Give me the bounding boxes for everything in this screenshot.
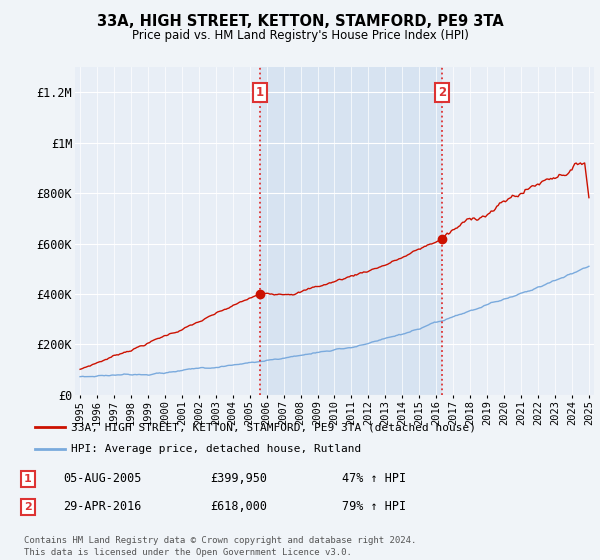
Text: £618,000: £618,000 <box>210 500 267 514</box>
Bar <box>260 67 442 395</box>
Text: 2: 2 <box>24 502 32 512</box>
Text: Price paid vs. HM Land Registry's House Price Index (HPI): Price paid vs. HM Land Registry's House … <box>131 29 469 42</box>
Text: £399,950: £399,950 <box>210 472 267 486</box>
Text: 47% ↑ HPI: 47% ↑ HPI <box>342 472 406 486</box>
Text: 29-APR-2016: 29-APR-2016 <box>63 500 142 514</box>
Text: HPI: Average price, detached house, Rutland: HPI: Average price, detached house, Rutl… <box>71 444 361 454</box>
Text: 33A, HIGH STREET, KETTON, STAMFORD, PE9 3TA (detached house): 33A, HIGH STREET, KETTON, STAMFORD, PE9 … <box>71 422 476 432</box>
Text: 79% ↑ HPI: 79% ↑ HPI <box>342 500 406 514</box>
Text: 05-AUG-2005: 05-AUG-2005 <box>63 472 142 486</box>
Text: 2: 2 <box>438 86 446 99</box>
Text: 1: 1 <box>24 474 32 484</box>
Text: Contains HM Land Registry data © Crown copyright and database right 2024.
This d: Contains HM Land Registry data © Crown c… <box>24 536 416 557</box>
Text: 33A, HIGH STREET, KETTON, STAMFORD, PE9 3TA: 33A, HIGH STREET, KETTON, STAMFORD, PE9 … <box>97 14 503 29</box>
Text: 1: 1 <box>256 86 263 99</box>
